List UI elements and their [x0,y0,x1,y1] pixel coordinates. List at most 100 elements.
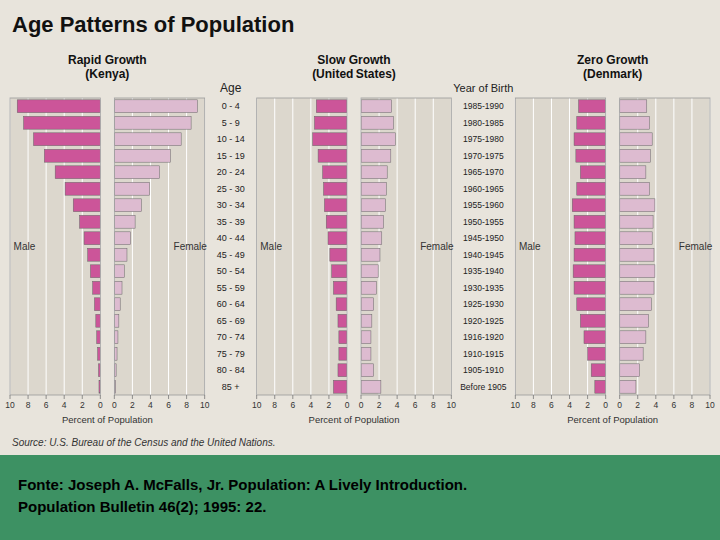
bar [73,199,100,212]
bar [361,215,384,228]
bar [620,133,653,146]
age-label: 0 - 4 [222,101,240,111]
bar [114,100,197,113]
tick-label: 2 [327,400,332,410]
tick-label: 8 [26,400,31,410]
bar [361,331,371,344]
tick [619,395,620,399]
year-label: 1935-1940 [463,266,504,276]
tick [347,395,348,399]
bar [361,100,392,113]
grid-line [397,98,398,395]
panel-title: Zero Growth(Denmark) [577,53,648,81]
bar [620,248,654,261]
tick [587,395,588,399]
bar [114,248,127,261]
age-label: 35 - 39 [217,217,245,227]
bar [324,182,347,195]
tick-label: 4 [62,400,67,410]
age-label: 55 - 59 [217,283,245,293]
grid-line [655,98,656,395]
tick [361,395,362,399]
x-axis-label: Percent of Population [62,414,153,425]
plot-frame [10,98,100,395]
age-label: 25 - 30 [217,184,245,194]
tick [100,395,101,399]
tick-label: 10 [705,400,715,410]
bar [361,133,395,146]
tick [515,395,516,399]
bar [573,265,606,278]
year-label: 1965-1970 [463,167,504,177]
tick [132,395,133,399]
bar [114,281,122,294]
tick-label: 2 [377,400,382,410]
grid-line [292,98,293,395]
bar [620,100,647,113]
bar [620,347,643,360]
tick [186,395,187,399]
bar [88,248,101,261]
bar [316,100,347,113]
year-label: 1925-1930 [463,299,504,309]
tick-label: 10 [200,400,210,410]
bar [620,281,654,294]
age-label: 50 - 54 [217,266,245,276]
x-axis-label: Percent of Population [567,414,658,425]
tick-label: 6 [413,400,418,410]
age-label: 45 - 49 [217,250,245,260]
bars [620,100,655,393]
tick-label: 6 [44,400,49,410]
female-half: 0246810Female [617,98,715,410]
grid-line [673,98,674,395]
tick [379,395,380,399]
tick-label: 8 [431,400,436,410]
x-axis-label: Percent of Population [309,414,400,425]
bar [114,182,149,195]
text-line: Rapid Growth [68,53,147,67]
series-label: Female [679,241,713,252]
bar [577,116,606,129]
tick [150,395,151,399]
age-label: 80 - 84 [217,365,245,375]
bar [333,281,347,294]
bar [114,215,135,228]
text-line: Zero Growth [577,53,648,67]
bar [361,298,374,311]
year-header: Year of Birth [453,82,513,94]
tick-label: 0 [345,400,350,410]
text-line: (United States) [312,67,396,81]
bar [94,298,100,311]
age-label: 65 - 69 [217,316,245,326]
tick-label: 0 [617,400,622,410]
bar [620,331,646,344]
tick [256,395,257,399]
bar [114,149,170,162]
age-label: 5 - 9 [222,118,240,128]
text-line: (Denmark) [583,67,642,81]
tick-label: 4 [653,400,658,410]
grid-line [569,98,570,395]
tick [551,395,552,399]
bar [44,149,100,162]
tick [292,395,293,399]
male-half: 0246810Male [252,98,350,410]
age-header: Age [220,81,242,95]
bar [620,166,646,179]
bar [588,347,606,360]
bar [33,133,100,146]
bar [580,166,605,179]
bar [580,314,605,327]
tick [168,395,169,399]
year-label: 1930-1935 [463,283,504,293]
tick-label: 8 [690,400,695,410]
bar [114,133,181,146]
tick [569,395,570,399]
bar [584,331,606,344]
tick [691,395,692,399]
tick [10,395,11,399]
tick [533,395,534,399]
tick-label: 2 [635,400,640,410]
tick [605,395,606,399]
bar [96,314,101,327]
